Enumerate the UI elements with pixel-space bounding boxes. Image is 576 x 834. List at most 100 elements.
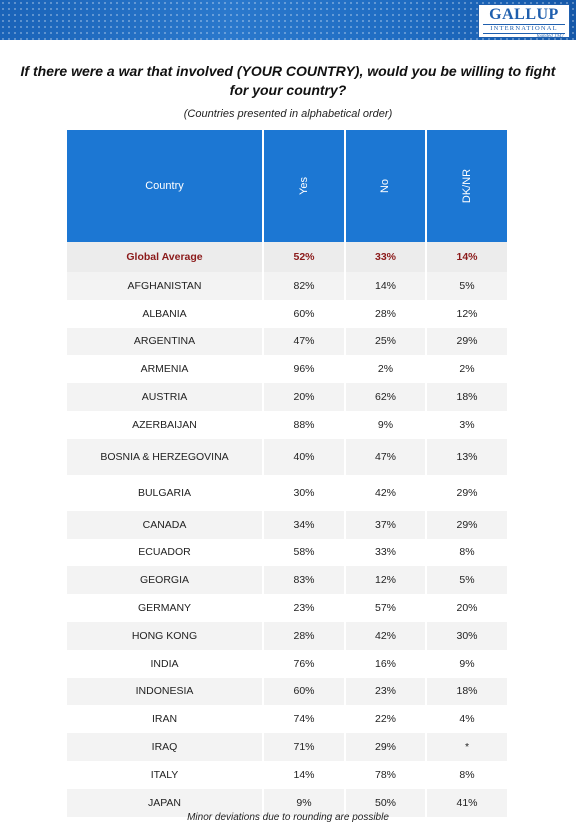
dk-cell: 4% (425, 705, 507, 734)
country-cell: ALBANIA (142, 307, 187, 320)
yes-cell: 60% (262, 299, 345, 328)
table-row: HONG KONG 28% 42% 30% (67, 621, 507, 650)
column-header-no: No (344, 130, 426, 242)
gallup-logo: GALLUP INTERNATIONAL founded 1947 (478, 4, 570, 39)
table-row: ALBANIA 60% 28% 12% (67, 299, 507, 328)
dk-cell: 18% (425, 383, 507, 411)
table-row: IRAQ 71% 29% * (67, 733, 507, 761)
yes-cell: 76% (262, 649, 345, 678)
country-cell: AUSTRIA (67, 383, 263, 411)
column-header-country: Country (67, 130, 263, 242)
table-row: ARGENTINA 47% 25% 29% (67, 327, 507, 356)
no-cell: 9% (344, 410, 426, 439)
no-cell: 50% (344, 788, 426, 817)
yes-cell: 71% (262, 733, 345, 761)
country-cell: AFGHANISTAN (67, 272, 263, 300)
dk-cell: 30% (425, 621, 507, 650)
column-header-yes: Yes (262, 130, 345, 242)
yes-cell: 82% (262, 272, 345, 300)
table-row: AZERBAIJAN 88% 9% 3% (67, 410, 507, 439)
table-row: INDONESIA 60% 23% 18% (67, 677, 507, 706)
footnote: Minor deviations due to rounding are pos… (187, 812, 389, 823)
no-cell: 62% (344, 383, 426, 411)
country-cell: HONG KONG (67, 621, 263, 650)
no-cell: 14% (344, 272, 426, 300)
country-cell: Global Average (67, 242, 263, 272)
dk-cell: 13% (425, 438, 507, 475)
country-cell: ARMENIA (140, 363, 189, 376)
yes-cell: 60% (262, 677, 345, 706)
country-cell: IRAQ (67, 733, 263, 761)
no-cell: 42% (344, 474, 426, 511)
dk-cell: 8% (425, 760, 507, 789)
table-row: JAPAN 9% 50% 41% (67, 788, 507, 817)
no-cell: 47% (344, 438, 426, 475)
yes-cell: 52% (262, 242, 345, 272)
dk-cell: 8% (425, 538, 507, 567)
table-row: ARMENIA 96% 2% 2% (67, 355, 507, 384)
no-cell: 33% (344, 242, 426, 272)
yes-cell: 20% (262, 383, 345, 411)
column-header-dk: DK/NR (425, 130, 507, 242)
no-cell: 22% (344, 705, 426, 734)
dk-cell: 5% (425, 566, 507, 595)
yes-cell: 23% (262, 594, 345, 622)
dk-cell: 29% (425, 510, 507, 539)
yes-cell: 30% (262, 474, 345, 511)
table-row: IRAN 74% 22% 4% (67, 705, 507, 734)
yes-cell: 40% (262, 438, 345, 475)
yes-cell: 83% (262, 566, 345, 595)
table-row: GERMANY 23% 57% 20% (67, 594, 507, 622)
country-cell: JAPAN (67, 788, 263, 817)
table-row: AUSTRIA 20% 62% 18% (67, 383, 507, 411)
country-cell: GEORGIA (67, 566, 263, 595)
country-cell: GERMANY (137, 602, 192, 615)
table-row: AFGHANISTAN 82% 14% 5% (67, 272, 507, 300)
table-row: ITALY 14% 78% 8% (67, 760, 507, 789)
no-cell: 12% (344, 566, 426, 595)
dk-cell: 2% (425, 355, 507, 384)
dk-cell: 9% (425, 649, 507, 678)
yes-cell: 34% (262, 510, 345, 539)
no-cell: 78% (344, 760, 426, 789)
dk-cell: 12% (425, 299, 507, 328)
table-subtitle: (Countries presented in alphabetical ord… (183, 108, 393, 120)
survey-question: If there were a war that involved (YOUR … (20, 63, 556, 98)
table-row: INDIA 76% 16% 9% (67, 649, 507, 678)
country-cell: BOSNIA & HERZEGOVINA (67, 438, 263, 475)
country-cell: ARGENTINA (67, 327, 263, 356)
column-header-no-label: No (379, 178, 392, 194)
dk-cell: 18% (425, 677, 507, 706)
table-row: ECUADOR 58% 33% 8% (67, 538, 507, 567)
yes-cell: 28% (262, 621, 345, 650)
no-cell: 29% (344, 733, 426, 761)
country-cell: INDONESIA (67, 677, 263, 706)
country-cell: CANADA (67, 510, 263, 539)
dk-cell: 3% (425, 410, 507, 439)
dk-cell: 29% (425, 474, 507, 511)
logo-subtitle: INTERNATIONAL (483, 24, 565, 34)
dk-cell: * (425, 733, 507, 761)
country-cell: AZERBAIJAN (132, 418, 197, 431)
table-header-row: Country Yes No DK/NR (67, 130, 507, 242)
dk-cell: 5% (425, 272, 507, 300)
yes-cell: 88% (262, 410, 345, 439)
logo-founded: founded 1947 (536, 34, 564, 39)
yes-cell: 58% (262, 538, 345, 567)
table-row: CANADA 34% 37% 29% (67, 510, 507, 539)
column-header-dk-label: DK/NR (460, 168, 473, 204)
no-cell: 42% (344, 621, 426, 650)
no-cell: 33% (344, 538, 426, 567)
no-cell: 57% (344, 594, 426, 622)
country-cell: ITALY (150, 768, 179, 781)
no-cell: 23% (344, 677, 426, 706)
yes-cell: 47% (262, 327, 345, 356)
dk-cell: 14% (425, 242, 507, 272)
no-cell: 2% (344, 355, 426, 384)
yes-cell: 14% (262, 760, 345, 789)
yes-cell: 9% (262, 788, 345, 817)
dk-cell: 29% (425, 327, 507, 356)
logo-name: GALLUP (489, 6, 559, 23)
no-cell: 16% (344, 649, 426, 678)
country-cell: INDIA (150, 657, 179, 670)
